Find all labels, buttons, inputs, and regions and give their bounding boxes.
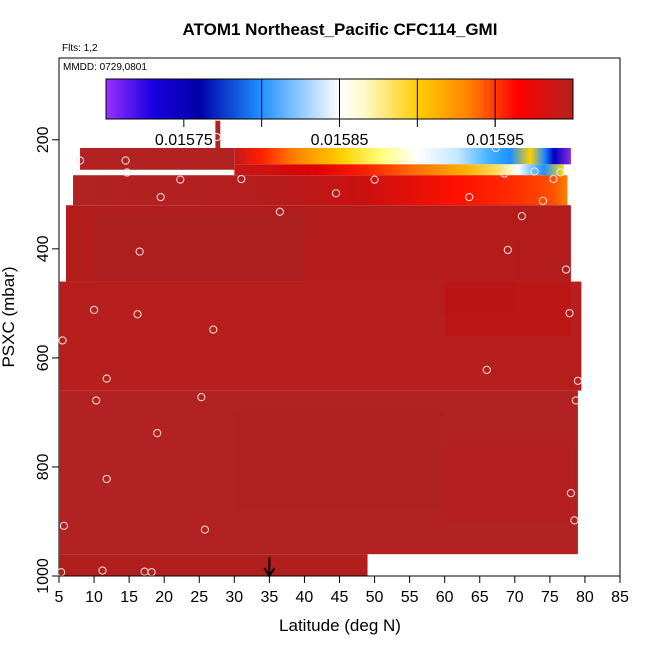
- sample-point: [197, 393, 206, 402]
- colorbar-tick-label: 0.01595: [466, 132, 524, 149]
- x-axis-label: Latitude (deg N): [279, 616, 401, 635]
- sample-point: [561, 265, 571, 274]
- heatmap-cell: [73, 175, 568, 206]
- y-tick-label: 1000: [35, 558, 52, 594]
- x-tick-label: 75: [541, 589, 559, 606]
- sample-point: [275, 207, 284, 216]
- y-axis: 200 400 600 800 1000: [35, 126, 59, 594]
- latitude-marker-arrow: [263, 557, 276, 578]
- heatmap-cell: [234, 147, 571, 165]
- sample-point: [566, 489, 576, 498]
- sample-point: [549, 174, 558, 184]
- sample-point: [482, 365, 491, 374]
- sample-point: [565, 309, 574, 318]
- heatmap-cell: [234, 164, 564, 176]
- colorbar-tick-label: 0.01585: [311, 132, 369, 149]
- x-tick-label: 25: [190, 589, 208, 606]
- y-tick-label: 400: [35, 235, 52, 262]
- x-tick-label: 80: [576, 589, 594, 606]
- date-label: MMDD: 0729,0801: [63, 62, 147, 73]
- sample-point: [92, 396, 101, 405]
- sample-point: [89, 305, 99, 315]
- x-tick-label: 5: [55, 589, 64, 606]
- x-tick-label: 40: [296, 589, 314, 606]
- sample-point: [135, 247, 144, 256]
- sample-point: [98, 566, 107, 575]
- sample-point: [153, 429, 162, 438]
- sample-point: [573, 376, 583, 385]
- sample-points: [57, 132, 583, 577]
- x-tick-label: 15: [120, 589, 138, 606]
- x-tick-label: 50: [366, 589, 384, 606]
- x-tick-label: 30: [225, 589, 243, 606]
- sample-point: [556, 168, 565, 177]
- sample-point: [102, 374, 111, 383]
- x-tick-label: 20: [155, 589, 173, 606]
- sample-point: [491, 143, 500, 153]
- y-axis-label: PSXC (mbar): [0, 266, 18, 367]
- sample-point: [200, 525, 209, 534]
- sample-point: [156, 192, 165, 202]
- sample-point: [133, 310, 142, 319]
- sample-point: [176, 175, 185, 184]
- sample-point: [58, 336, 67, 345]
- x-tick-label: 10: [85, 589, 103, 606]
- colorbar: 0.01575 0.01585 0.01595: [105, 78, 574, 149]
- y-tick-label: 800: [35, 454, 52, 481]
- colorbar-tick-label: 0.01575: [155, 132, 213, 149]
- sample-point: [530, 167, 539, 176]
- heatmap-band: [94, 210, 305, 282]
- sample-point: [122, 168, 132, 177]
- sample-point: [209, 325, 218, 334]
- heatmap-band: [234, 412, 445, 511]
- heatmap-band: [444, 445, 571, 522]
- y-tick-label: 600: [35, 344, 52, 371]
- sample-point: [212, 132, 221, 142]
- heatmap-cell: [80, 147, 235, 170]
- x-tick-label: 60: [436, 589, 454, 606]
- x-tick-label: 70: [506, 589, 524, 606]
- x-tick-label: 55: [401, 589, 419, 606]
- sample-point: [465, 192, 474, 202]
- sample-point: [121, 156, 130, 165]
- heatmap-band: [444, 281, 571, 337]
- x-tick-label: 85: [611, 589, 629, 606]
- sample-point: [503, 245, 512, 255]
- sample-point: [75, 156, 85, 165]
- y-tick-label: 200: [35, 126, 52, 153]
- heatmap-cell: [215, 120, 221, 148]
- x-tick-label: 65: [471, 589, 489, 606]
- sample-point: [331, 189, 341, 198]
- sample-point: [570, 516, 579, 525]
- x-tick-label: 45: [331, 589, 349, 606]
- marker-arrow-head: [263, 567, 276, 578]
- sample-point: [237, 174, 246, 184]
- sample-point: [102, 474, 111, 484]
- heatmap-cells: [59, 120, 582, 576]
- sample-point: [59, 521, 69, 530]
- chart-title: ATOM1 Northeast_Pacific CFC114_GMI: [183, 20, 498, 39]
- flights-label: Flts: 1,2: [62, 43, 98, 54]
- x-axis: 5 10 15 20 25 30 35 40 45 50 55 60 65 70 75 80 85: [55, 575, 629, 606]
- sample-point: [370, 175, 379, 184]
- sample-point: [500, 169, 509, 178]
- sample-point: [571, 396, 580, 405]
- x-tick-label: 35: [260, 589, 278, 606]
- sample-point: [538, 196, 547, 205]
- sample-point: [517, 212, 526, 221]
- heatmap-cell: [59, 554, 368, 576]
